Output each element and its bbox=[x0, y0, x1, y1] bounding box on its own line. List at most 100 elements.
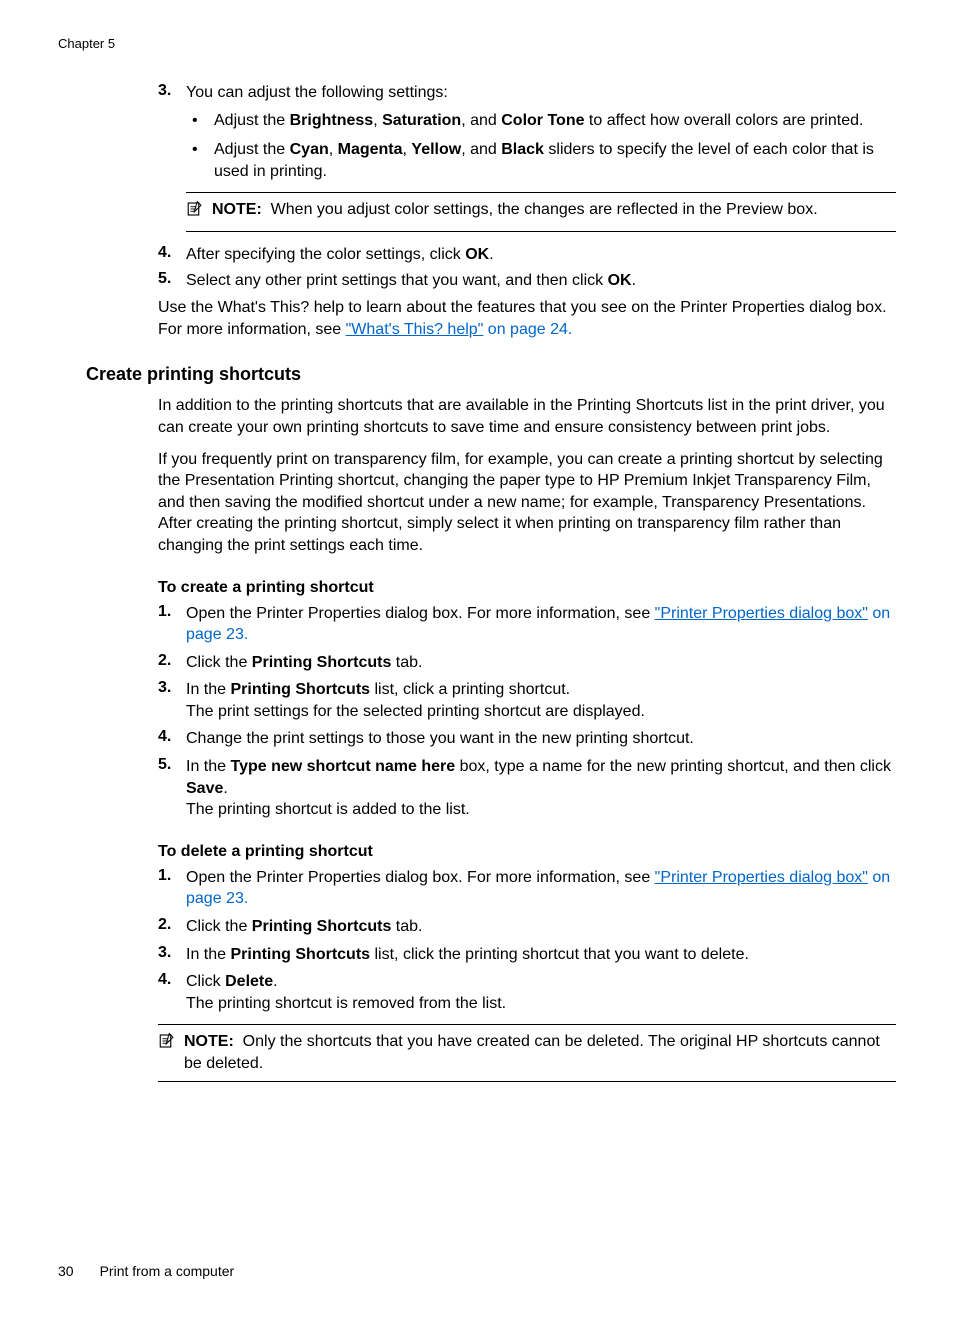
step-number: 3. bbox=[158, 82, 186, 240]
whats-this-link[interactable]: "What's This? help" on page 24. bbox=[346, 321, 573, 338]
heading-create-printing-shortcuts: Create printing shortcuts bbox=[86, 364, 896, 385]
text: Select any other print settings that you… bbox=[186, 272, 608, 289]
text: After specifying the color settings, cli… bbox=[186, 246, 465, 263]
step-body: Click the Printing Shortcuts tab. bbox=[186, 916, 896, 938]
bold: Yellow bbox=[411, 141, 461, 158]
step-number: 5. bbox=[158, 270, 186, 292]
bullet-body: Adjust the Cyan, Magenta, Yellow, and Bl… bbox=[214, 139, 896, 182]
link-post: on page 24. bbox=[483, 321, 572, 338]
shortcut-paragraph-1: In addition to the printing shortcuts th… bbox=[158, 395, 896, 438]
bold: Printing Shortcuts bbox=[252, 918, 392, 935]
note-label: NOTE: bbox=[212, 201, 262, 218]
bold: Type new shortcut name here bbox=[230, 758, 455, 775]
bold: Cyan bbox=[290, 141, 329, 158]
step-body: Open the Printer Properties dialog box. … bbox=[186, 867, 896, 910]
bullet-1: • Adjust the Brightness, Saturation, and… bbox=[186, 110, 896, 132]
bold: OK bbox=[465, 246, 489, 263]
step-number: 4. bbox=[158, 971, 186, 1014]
text: Adjust the bbox=[214, 141, 290, 158]
note-icon bbox=[158, 1031, 184, 1055]
step-body: You can adjust the following settings: •… bbox=[186, 82, 896, 240]
step-number: 3. bbox=[158, 679, 186, 722]
text: , bbox=[329, 141, 338, 158]
create-step-1: 1. Open the Printer Properties dialog bo… bbox=[158, 603, 896, 646]
text: . bbox=[223, 780, 227, 797]
delete-step-4: 4. Click Delete. The printing shortcut i… bbox=[158, 971, 896, 1014]
link-text: "Printer Properties dialog box" bbox=[655, 605, 868, 622]
step-body: Change the print settings to those you w… bbox=[186, 728, 896, 750]
step-body: After specifying the color settings, cli… bbox=[186, 244, 896, 266]
create-step-5: 5. In the Type new shortcut name here bo… bbox=[158, 756, 896, 821]
text: , and bbox=[461, 112, 501, 129]
bullet-mark: • bbox=[186, 139, 214, 182]
page-number: 30 bbox=[58, 1263, 74, 1279]
text: In the bbox=[186, 946, 230, 963]
text: Click bbox=[186, 973, 225, 990]
text: Click the bbox=[186, 654, 252, 671]
bold: Printing Shortcuts bbox=[230, 681, 370, 698]
link-text: "What's This? help" bbox=[346, 321, 484, 338]
text: . bbox=[273, 973, 277, 990]
note-box: NOTE: When you adjust color settings, th… bbox=[186, 192, 896, 232]
text: In the bbox=[186, 681, 230, 698]
text: The print settings for the selected prin… bbox=[186, 703, 645, 720]
bold: Delete bbox=[225, 973, 273, 990]
delete-step-2: 2. Click the Printing Shortcuts tab. bbox=[158, 916, 896, 938]
bold: Printing Shortcuts bbox=[252, 654, 392, 671]
text: box, type a name for the new printing sh… bbox=[455, 758, 891, 775]
step-5: 5. Select any other print settings that … bbox=[158, 270, 896, 292]
text: Open the Printer Properties dialog box. … bbox=[186, 869, 655, 886]
step-3: 3. You can adjust the following settings… bbox=[158, 82, 896, 240]
step-number: 4. bbox=[158, 244, 186, 266]
chapter-label: Chapter 5 bbox=[58, 36, 115, 51]
note-label: NOTE: bbox=[184, 1033, 234, 1050]
shortcut-paragraph-2: If you frequently print on transparency … bbox=[158, 449, 896, 557]
subheading-create: To create a printing shortcut bbox=[158, 579, 896, 597]
step-4: 4. After specifying the color settings, … bbox=[158, 244, 896, 266]
sub-bullets: • Adjust the Brightness, Saturation, and… bbox=[186, 110, 896, 232]
bold: Color Tone bbox=[501, 112, 584, 129]
note-icon bbox=[186, 199, 212, 225]
step-number: 4. bbox=[158, 728, 186, 750]
page-footer: 30 Print from a computer bbox=[58, 1263, 234, 1279]
bold: OK bbox=[608, 272, 632, 289]
note-body: When you adjust color settings, the chan… bbox=[271, 201, 818, 218]
whats-this-paragraph: Use the What's This? help to learn about… bbox=[158, 297, 896, 340]
text: list, click a printing shortcut. bbox=[370, 681, 570, 698]
step-number: 1. bbox=[158, 867, 186, 910]
text: Click the bbox=[186, 918, 252, 935]
bold: Printing Shortcuts bbox=[230, 946, 370, 963]
note-text: NOTE: When you adjust color settings, th… bbox=[212, 199, 896, 221]
bold: Save bbox=[186, 780, 223, 797]
create-step-3: 3. In the Printing Shortcuts list, click… bbox=[158, 679, 896, 722]
step-body: Click Delete. The printing shortcut is r… bbox=[186, 971, 896, 1014]
step-body: Open the Printer Properties dialog box. … bbox=[186, 603, 896, 646]
step-number: 1. bbox=[158, 603, 186, 646]
step-body: In the Printing Shortcuts list, click a … bbox=[186, 679, 896, 722]
delete-step-3: 3. In the Printing Shortcuts list, click… bbox=[158, 944, 896, 966]
bullet-2: • Adjust the Cyan, Magenta, Yellow, and … bbox=[186, 139, 896, 182]
text: The printing shortcut is added to the li… bbox=[186, 801, 470, 818]
text: Adjust the bbox=[214, 112, 290, 129]
bold: Brightness bbox=[290, 112, 374, 129]
bold: Black bbox=[501, 141, 544, 158]
footer-title: Print from a computer bbox=[100, 1263, 235, 1279]
delete-steps: 1. Open the Printer Properties dialog bo… bbox=[158, 867, 896, 1015]
create-step-2: 2. Click the Printing Shortcuts tab. bbox=[158, 652, 896, 674]
note-body: Only the shortcuts that you have created… bbox=[184, 1033, 880, 1072]
text: list, click the printing shortcut that y… bbox=[370, 946, 749, 963]
step-number: 3. bbox=[158, 944, 186, 966]
text: Open the Printer Properties dialog box. … bbox=[186, 605, 655, 622]
create-steps: 1. Open the Printer Properties dialog bo… bbox=[158, 603, 896, 821]
create-step-4: 4. Change the print settings to those yo… bbox=[158, 728, 896, 750]
step-number: 2. bbox=[158, 916, 186, 938]
bullet-mark: • bbox=[186, 110, 214, 132]
text: , bbox=[373, 112, 382, 129]
text: , and bbox=[461, 141, 501, 158]
step-body: In the Type new shortcut name here box, … bbox=[186, 756, 896, 821]
subheading-delete: To delete a printing shortcut bbox=[158, 843, 896, 861]
step-body: Select any other print settings that you… bbox=[186, 270, 896, 292]
link-text: "Printer Properties dialog box" bbox=[655, 869, 868, 886]
step-number: 5. bbox=[158, 756, 186, 821]
text: The printing shortcut is removed from th… bbox=[186, 995, 506, 1012]
